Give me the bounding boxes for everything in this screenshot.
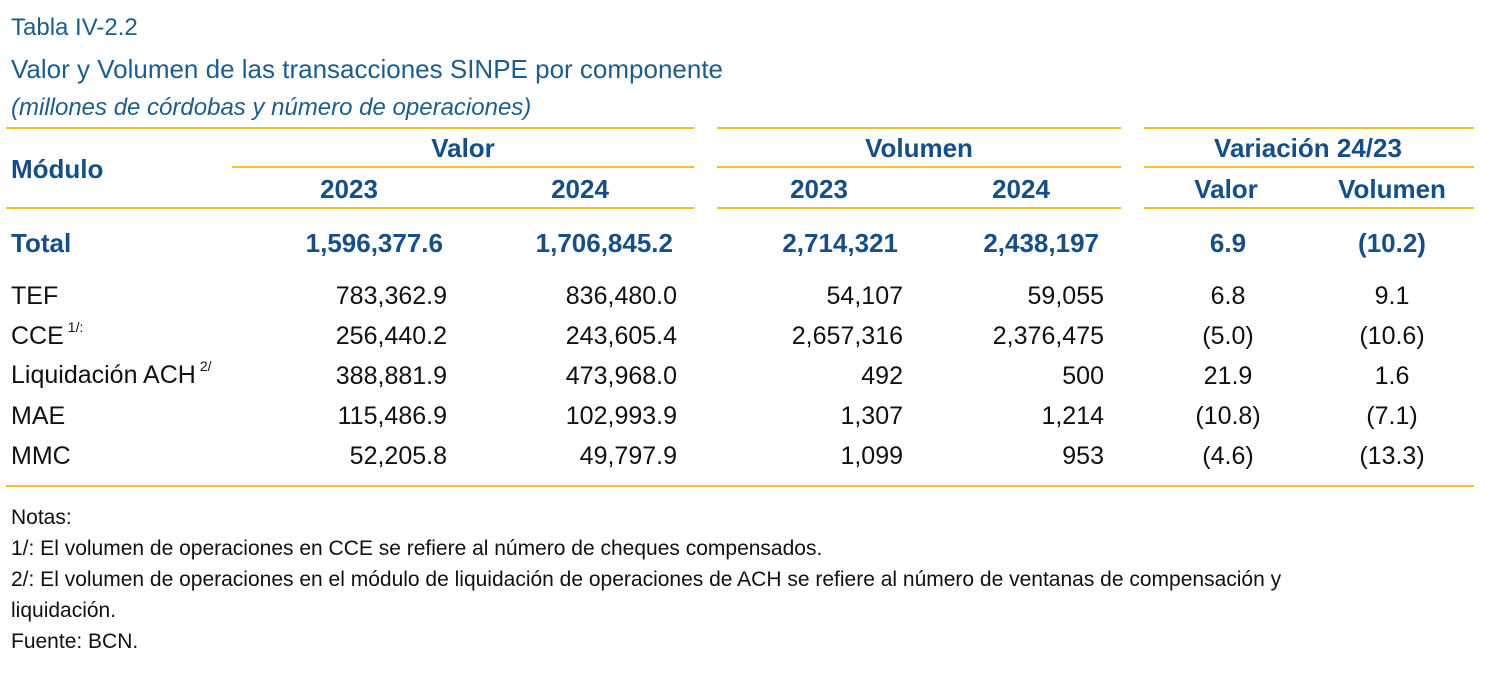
header-rule-volumen xyxy=(717,207,1121,209)
row-mae-volumen-2024: 1,214 xyxy=(1041,402,1104,430)
row-cce-label: CCE xyxy=(11,322,64,350)
row-mmc-valor-2024: 49,797.9 xyxy=(579,442,677,470)
header-valor-2024: 2024 xyxy=(551,174,609,204)
row-cce-var-valor: (5.0) xyxy=(1202,322,1254,350)
header-modulo: Módulo xyxy=(11,154,104,184)
group-rule-variacion xyxy=(1144,166,1474,168)
row-mae-var-valor: (10.8) xyxy=(1195,402,1261,430)
header-group-valor: Valor xyxy=(431,133,495,163)
total-var-valor: 6.9 xyxy=(1209,228,1247,258)
row-mae-volumen-2023: 1,307 xyxy=(840,402,903,430)
notes-heading: Notas: xyxy=(11,506,72,529)
row-mmc-modulo: MMC xyxy=(11,442,71,470)
row-ach-modulo: Liquidación ACH 2/ xyxy=(11,359,212,389)
row-cce-var-volumen: (10.6) xyxy=(1359,322,1425,350)
row-ach-volumen-2024: 500 xyxy=(1062,362,1104,390)
row-tef-volumen-2024: 59,055 xyxy=(1027,282,1104,310)
total-label: Total xyxy=(11,228,72,258)
top-rule-valor xyxy=(6,127,694,129)
row-mae-valor-2023: 115,486.9 xyxy=(337,402,447,430)
table-bottom-rule xyxy=(6,485,1474,487)
row-ach-label: Liquidación ACH xyxy=(11,361,196,389)
row-tef-volumen-2023: 54,107 xyxy=(826,282,903,310)
header-valor-2023: 2023 xyxy=(320,174,378,204)
row-ach-volumen-2023: 492 xyxy=(861,362,903,390)
row-ach-var-valor: 21.9 xyxy=(1203,362,1253,390)
row-ach-var-volumen: 1.6 xyxy=(1374,362,1410,390)
note-2-line-1: 2/: El volumen de operaciones en el módu… xyxy=(11,568,1282,591)
row-mmc-volumen-2023: 1,099 xyxy=(840,442,903,470)
row-cce-valor-2023: 256,440.2 xyxy=(335,322,447,350)
table-notes: Notas: 1/: El volumen de operaciones en … xyxy=(11,502,1471,657)
source-note: Fuente: BCN. xyxy=(11,630,139,653)
header-volumen-2024: 2024 xyxy=(992,174,1050,204)
top-rule-variacion xyxy=(1144,127,1474,129)
row-mae-modulo: MAE xyxy=(11,402,66,430)
row-mmc-var-valor: (4.6) xyxy=(1202,442,1254,470)
header-volumen-2023: 2023 xyxy=(790,174,848,204)
top-rule-volumen xyxy=(717,127,1121,129)
row-tef-modulo: TEF xyxy=(11,282,59,310)
table-label: Tabla IV-2.2 xyxy=(11,14,138,41)
header-rule-valor xyxy=(6,207,694,209)
header-var-volumen: Volumen xyxy=(1338,174,1446,204)
group-rule-volumen xyxy=(717,166,1121,168)
note-1: 1/: El volumen de operaciones en CCE se … xyxy=(11,537,823,560)
row-mae-var-volumen: (7.1) xyxy=(1366,402,1418,430)
table-subtitle: (millones de córdobas y número de operac… xyxy=(11,94,532,121)
total-valor-2024: 1,706,845.2 xyxy=(535,228,673,258)
row-mmc-valor-2023: 52,205.8 xyxy=(349,442,447,470)
row-tef-valor-2023: 783,362.9 xyxy=(335,282,447,310)
total-valor-2023: 1,596,377.6 xyxy=(305,228,443,258)
row-mmc-var-volumen: (13.3) xyxy=(1359,442,1425,470)
row-ach-valor-2024: 473,968.0 xyxy=(565,362,677,390)
row-cce-volumen-2024: 2,376,475 xyxy=(992,322,1104,350)
header-rule-variacion xyxy=(1144,207,1474,209)
row-tef-var-volumen: 9.1 xyxy=(1374,282,1410,310)
header-var-valor: Valor xyxy=(1194,174,1258,204)
total-volumen-2023: 2,714,321 xyxy=(782,228,898,258)
header-group-volumen: Volumen xyxy=(865,133,973,163)
row-mae-valor-2024: 102,993.9 xyxy=(565,402,677,430)
row-cce-valor-2024: 243,605.4 xyxy=(565,322,677,350)
header-group-variacion: Variación 24/23 xyxy=(1214,133,1402,163)
total-var-volumen: (10.2) xyxy=(1358,228,1426,258)
row-ach-valor-2023: 388,881.9 xyxy=(335,362,447,390)
row-cce-volumen-2023: 2,657,316 xyxy=(791,322,903,350)
row-cce-footnote-ref: 1/: xyxy=(67,319,84,335)
note-2-line-2: liquidación. xyxy=(11,599,117,622)
total-volumen-2024: 2,438,197 xyxy=(983,228,1099,258)
table-title: Valor y Volumen de las transacciones SIN… xyxy=(11,54,724,84)
row-mmc-volumen-2024: 953 xyxy=(1062,442,1104,470)
group-rule-valor xyxy=(232,166,694,168)
row-cce-modulo: CCE 1/: xyxy=(11,320,83,350)
row-tef-var-valor: 6.8 xyxy=(1210,282,1246,310)
row-tef-valor-2024: 836,480.0 xyxy=(565,282,677,310)
row-ach-footnote-ref: 2/ xyxy=(199,358,212,374)
